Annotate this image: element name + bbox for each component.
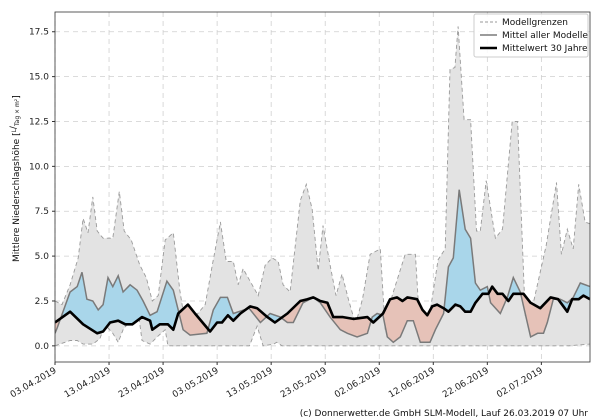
y-axis-label: Mittlere Niederschlagshöhe [L/Tag × m²] (9, 95, 22, 262)
model-mean-line (55, 189, 590, 344)
y-tick-label: 5.0 (35, 252, 50, 262)
y-tick-label: 10.0 (29, 162, 49, 172)
y-tick-label: 0.0 (35, 342, 50, 352)
plot-frame (54, 11, 591, 363)
copyright-footer: (c) Donnerwetter.de GmbH SLM-Modell, Lau… (300, 409, 589, 419)
x-tick-label: 23.04.2019 (117, 366, 167, 401)
x-tick-label: 22.06.2019 (441, 366, 491, 401)
x-tick-label: 12.06.2019 (387, 366, 437, 401)
x-tick-label: 13.04.2019 (63, 366, 113, 401)
y-tick-label: 15.0 (29, 73, 49, 83)
legend-label-30y-mean: Mittelwert 30 Jahre (502, 44, 588, 54)
upper-bound-line (55, 26, 590, 336)
y-axis-ticks: 0.0 2.5 5.0 7.5 10.0 12.5 15.0 17.5 (29, 28, 55, 352)
mean-30-years-line (55, 285, 590, 335)
x-axis-ticks: 03.04.2019 13.04.2019 23.04.2019 03.05.2019… (9, 362, 545, 400)
y-tick-label: 2.5 (35, 297, 49, 307)
x-tick-label: 02.06.2019 (333, 366, 383, 401)
legend-label-model-mean: Mittel aller Modelle (502, 31, 588, 41)
x-tick-label: 23.05.2019 (279, 366, 329, 401)
x-tick-label: 02.07.2019 (495, 366, 545, 401)
y-tick-label: 17.5 (29, 28, 49, 38)
y-tick-label: 7.5 (35, 207, 49, 217)
x-tick-label: 03.05.2019 (171, 366, 221, 401)
x-tick-label: 13.05.2019 (225, 366, 275, 401)
y-tick-label: 12.5 (29, 117, 49, 127)
x-tick-label: 03.04.2019 (9, 366, 59, 401)
legend: Modellgrenzen Mittel aller Modelle Mitte… (473, 13, 589, 58)
legend-label-model-bounds: Modellgrenzen (502, 18, 568, 28)
